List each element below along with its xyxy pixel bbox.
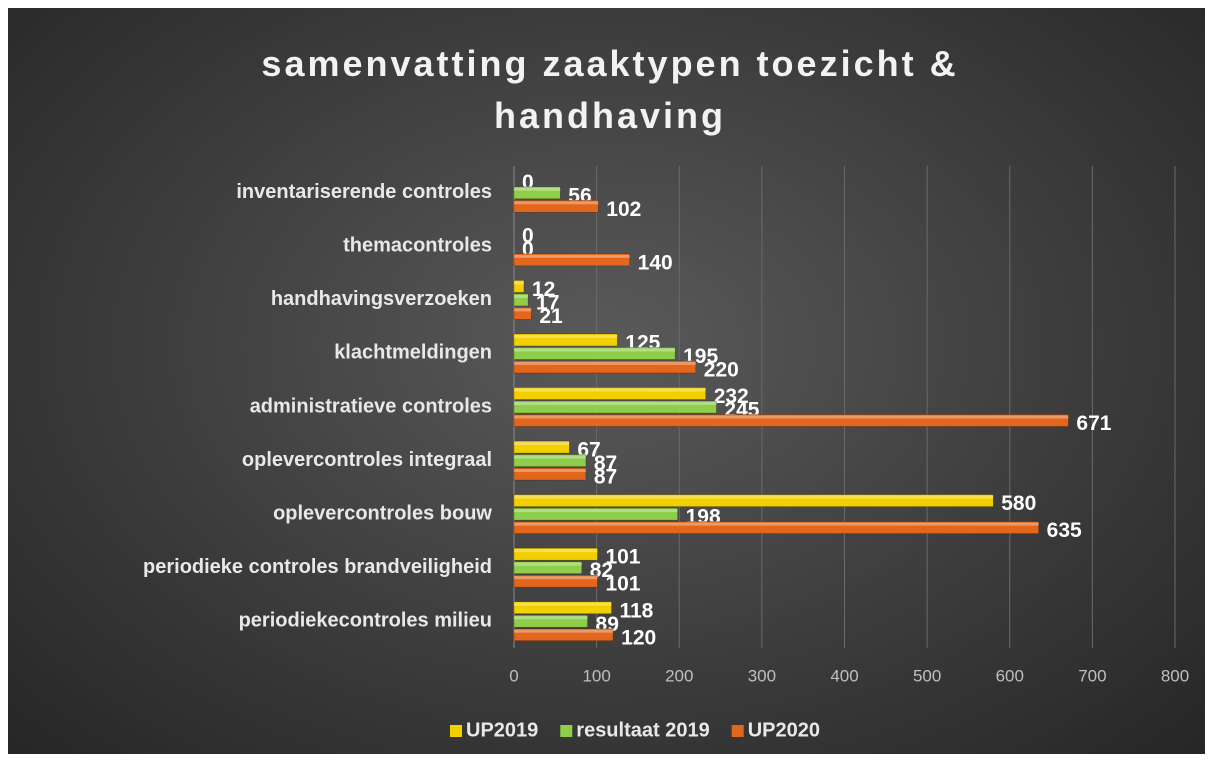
y-tick-label: handhavingsverzoeken bbox=[271, 288, 492, 310]
legend-label: UP2020 bbox=[748, 719, 820, 741]
bar-highlight bbox=[514, 281, 524, 285]
bar-highlight bbox=[514, 509, 678, 513]
data-label: 87 bbox=[594, 466, 617, 489]
data-label: 580 bbox=[1001, 492, 1036, 515]
data-label: 0 bbox=[522, 171, 534, 194]
bar bbox=[513, 387, 706, 400]
x-tick-label: 200 bbox=[665, 666, 693, 685]
bar bbox=[513, 400, 717, 414]
data-label: 232 bbox=[714, 385, 749, 408]
bar bbox=[513, 186, 561, 200]
bar-highlight bbox=[514, 495, 994, 499]
y-tick-label: klachtmeldingen bbox=[334, 342, 492, 364]
data-label: 101 bbox=[605, 546, 640, 569]
bar bbox=[513, 454, 587, 467]
bar bbox=[513, 293, 529, 307]
bar-highlight bbox=[514, 562, 582, 566]
legend-label: resultaat 2019 bbox=[576, 719, 709, 741]
data-label: 102 bbox=[606, 198, 641, 221]
bar-highlight bbox=[514, 616, 588, 620]
y-tick-label: themacontroles bbox=[343, 235, 492, 257]
bar bbox=[513, 467, 587, 481]
data-label: 12 bbox=[532, 278, 555, 301]
x-tick-label: 600 bbox=[996, 666, 1024, 685]
bar-highlight bbox=[514, 455, 586, 459]
data-label: 101 bbox=[605, 573, 640, 596]
bar-highlight bbox=[514, 361, 696, 365]
bar bbox=[513, 360, 697, 374]
bar bbox=[513, 547, 598, 561]
bar-highlight bbox=[514, 254, 630, 258]
data-label: 635 bbox=[1047, 519, 1082, 542]
bar-highlight bbox=[514, 549, 598, 553]
data-label: 0 bbox=[522, 224, 534, 247]
bar bbox=[513, 561, 583, 574]
bar bbox=[513, 601, 612, 615]
bar-highlight bbox=[514, 576, 598, 580]
bar-highlight bbox=[514, 442, 570, 446]
legend-swatch bbox=[731, 725, 744, 737]
bar bbox=[513, 414, 1069, 427]
bar bbox=[513, 494, 994, 507]
bar-highlight bbox=[514, 334, 618, 338]
bar bbox=[513, 253, 630, 267]
data-label: 87 bbox=[594, 452, 617, 475]
bar-highlight bbox=[514, 201, 599, 205]
bar bbox=[513, 440, 570, 454]
x-tick-label: 100 bbox=[582, 666, 610, 685]
y-tick-label: administratieve controles bbox=[250, 395, 492, 417]
y-tick-label: oplevercontroles bouw bbox=[273, 502, 492, 524]
bar-highlight bbox=[514, 629, 614, 633]
y-tick-label: oplevercontroles integraal bbox=[242, 449, 492, 471]
bar-highlight bbox=[514, 388, 706, 392]
y-tick-label: inventariserende controles bbox=[236, 181, 492, 203]
bar-highlight bbox=[514, 469, 586, 473]
bar-highlight bbox=[514, 402, 717, 405]
bar-highlight bbox=[514, 308, 532, 312]
data-label: 17 bbox=[536, 291, 559, 314]
bar-highlight bbox=[514, 294, 529, 298]
bar bbox=[513, 521, 1039, 534]
bar-highlight bbox=[514, 522, 1039, 526]
bar bbox=[513, 628, 614, 642]
bar bbox=[513, 199, 599, 213]
x-tick-label: 0 bbox=[509, 666, 518, 685]
legend-swatch bbox=[450, 725, 462, 737]
data-label: 21 bbox=[539, 305, 563, 328]
bar bbox=[513, 333, 618, 347]
y-tick-label: periodieke controles brandveiligheid bbox=[143, 556, 492, 578]
data-label: 220 bbox=[704, 358, 739, 381]
bar bbox=[513, 574, 598, 588]
x-tick-label: 400 bbox=[830, 666, 858, 685]
bar bbox=[513, 507, 678, 521]
x-tick-label: 800 bbox=[1161, 666, 1189, 685]
x-tick-label: 500 bbox=[913, 666, 941, 685]
bar-highlight bbox=[514, 187, 561, 191]
bar-highlight bbox=[514, 348, 676, 352]
bar bbox=[513, 614, 588, 628]
bar-highlight bbox=[514, 602, 612, 606]
bar bbox=[513, 347, 676, 360]
legend-swatch bbox=[560, 725, 573, 737]
chart-title: samenvatting zaaktypen toezicht & handha… bbox=[261, 43, 959, 136]
legend-label: UP2019 bbox=[466, 719, 538, 741]
x-tick-label: 300 bbox=[748, 666, 776, 685]
x-tick-label: 700 bbox=[1078, 666, 1106, 685]
bar bbox=[513, 280, 525, 293]
bar bbox=[513, 307, 532, 320]
data-label: 671 bbox=[1076, 412, 1111, 435]
y-tick-label: periodiekecontroles milieu bbox=[239, 610, 492, 632]
data-label: 118 bbox=[619, 599, 653, 622]
bar-highlight bbox=[514, 415, 1069, 419]
data-label: 140 bbox=[638, 251, 673, 274]
data-label: 120 bbox=[621, 626, 656, 649]
data-label: 0 bbox=[522, 238, 534, 261]
